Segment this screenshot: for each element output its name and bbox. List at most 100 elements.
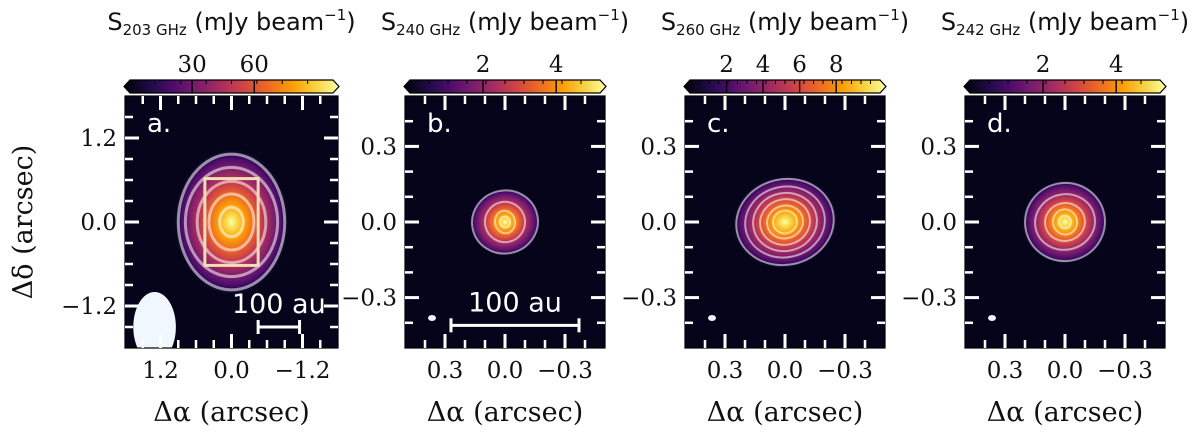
y-tick-label: −1.2 — [61, 294, 117, 320]
contour — [1044, 202, 1086, 242]
beam — [428, 315, 436, 321]
colorbar-unit-exponent: −1 — [598, 6, 620, 24]
beam — [988, 315, 996, 321]
contour — [1051, 208, 1079, 236]
contour — [1024, 181, 1106, 263]
panel-4: 2 4 S242 GHz (mJy beam−1) 0.3 0.0 −0.3 0.3 0.0 −… — [901, 6, 1189, 428]
y-tick-label: −0.3 — [621, 286, 677, 312]
y-tick-label: 0.3 — [640, 134, 677, 160]
colorbar-frequency: 242 GHz — [956, 21, 1020, 39]
panel-label: b. — [427, 109, 452, 139]
panel-label: c. — [707, 109, 730, 139]
x-tick-label: 0.3 — [707, 358, 744, 384]
panel-3: 2 4 6 8 S260 GHz (mJy beam−1) 0.3 0.0 −0.3 0.3 0.… — [621, 6, 909, 428]
panel-2: 2 4 S240 GHz (mJy beam−1) 0.3 0.0 −0.3 0.3 0.0 −… — [341, 6, 629, 428]
emission — [173, 148, 290, 296]
contour — [1057, 214, 1073, 230]
y-axis-label: Δδ (arcsec) — [8, 145, 39, 300]
colorbar — [123, 79, 340, 94]
emission — [469, 187, 541, 257]
colorbar-label: S — [661, 8, 676, 36]
colorbar-label: S — [381, 8, 396, 36]
colorbar-unit-exponent: −1 — [1158, 6, 1180, 24]
y-tick-label: 0.0 — [640, 210, 677, 236]
image-layer — [428, 187, 541, 321]
colorbar-title: S242 GHz (mJy beam−1) — [941, 6, 1189, 39]
colorbar-tick-label: 4 — [1109, 52, 1124, 78]
colorbar-unit: (mJy beam — [1020, 8, 1157, 36]
y-tick-label: 0.3 — [920, 134, 957, 160]
contour — [176, 152, 287, 292]
colorbar-tick-label: 2 — [719, 52, 734, 78]
colorbar-unit-exponent: −1 — [878, 6, 900, 24]
x-tick-label: −0.3 — [1097, 358, 1153, 384]
colorbar-tick-label: 60 — [240, 52, 269, 78]
x-axis-label: Δα (arcsec) — [427, 397, 583, 428]
x-tick-label: 0.0 — [1047, 358, 1084, 384]
zoom-box — [203, 177, 260, 267]
colorbar-tick-label: 30 — [178, 52, 207, 78]
contour — [471, 189, 539, 255]
colorbar-tick-label: 6 — [792, 52, 807, 78]
panel-1: 30 60 S203 GHz (mJy beam−1) 1.2 0.0 −1.2 1.2 0.… — [61, 6, 356, 428]
x-tick-label: 0.0 — [767, 358, 804, 384]
beam — [708, 315, 716, 321]
colorbar-tick-label: 2 — [476, 52, 491, 78]
contour — [759, 198, 811, 246]
colorbar-unit: (mJy beam — [740, 8, 877, 36]
colorbar-tick-label: 2 — [1036, 52, 1051, 78]
x-tick-label: −1.2 — [275, 358, 331, 384]
beam — [133, 292, 176, 348]
y-tick-label: 0.0 — [360, 210, 397, 236]
colorbar-frequency: 240 GHz — [396, 21, 460, 39]
x-axis-label: Δα (arcsec) — [153, 397, 309, 428]
colorbar-title: S260 GHz (mJy beam−1) — [661, 6, 909, 39]
colorbar-unit-close: ) — [900, 8, 909, 36]
colorbar-label: S — [107, 8, 122, 36]
contour — [1034, 193, 1096, 251]
image-layer — [708, 175, 838, 321]
panel-label: a. — [147, 109, 171, 139]
contour — [493, 209, 517, 235]
x-tick-label: 0.0 — [487, 358, 524, 384]
x-tick-label: 0.3 — [427, 358, 464, 384]
y-tick-label: 1.2 — [80, 126, 117, 152]
emission — [732, 175, 838, 269]
x-tick-label: −0.3 — [817, 358, 873, 384]
colorbar-label: S — [941, 8, 956, 36]
colorbar-tick-label: 4 — [756, 52, 771, 78]
contour — [195, 179, 268, 265]
contour — [183, 165, 280, 279]
x-tick-label: 0.3 — [987, 358, 1024, 384]
y-tick-label: 0.0 — [920, 210, 957, 236]
x-tick-label: 1.2 — [142, 358, 179, 384]
contour — [752, 191, 818, 253]
colorbar-title: S203 GHz (mJy beam−1) — [107, 6, 355, 39]
colorbar-unit-close: ) — [1180, 8, 1189, 36]
colorbar-unit: (mJy beam — [187, 8, 324, 36]
colorbar-frequency: 260 GHz — [676, 21, 740, 39]
x-tick-label: 0.0 — [213, 358, 250, 384]
colorbar-title: S240 GHz (mJy beam−1) — [381, 6, 629, 39]
contour — [735, 177, 835, 267]
contour — [483, 200, 527, 244]
contour — [498, 215, 512, 229]
colorbar-tick-label: 4 — [549, 52, 564, 78]
y-tick-label: 0.3 — [360, 134, 397, 160]
contour — [772, 209, 798, 235]
x-axis-label: Δα (arcsec) — [707, 397, 863, 428]
colorbar-unit: (mJy beam — [460, 8, 597, 36]
y-tick-label: 0.0 — [80, 210, 117, 236]
colorbar-unit-close: ) — [620, 8, 629, 36]
colorbar-frequency: 203 GHz — [123, 21, 187, 39]
contour — [207, 192, 256, 252]
image-layer — [988, 179, 1109, 321]
panel-label: d. — [987, 109, 1012, 139]
colorbar-unit-exponent: −1 — [324, 6, 346, 24]
contour — [218, 205, 245, 239]
colorbar-tick-label: 8 — [829, 52, 844, 78]
colorbar-unit-close: ) — [346, 8, 355, 36]
scale-bar-label: 100 au — [232, 289, 326, 320]
scale-bar-label: 100 au — [468, 287, 562, 318]
y-tick-label: −0.3 — [341, 286, 397, 312]
